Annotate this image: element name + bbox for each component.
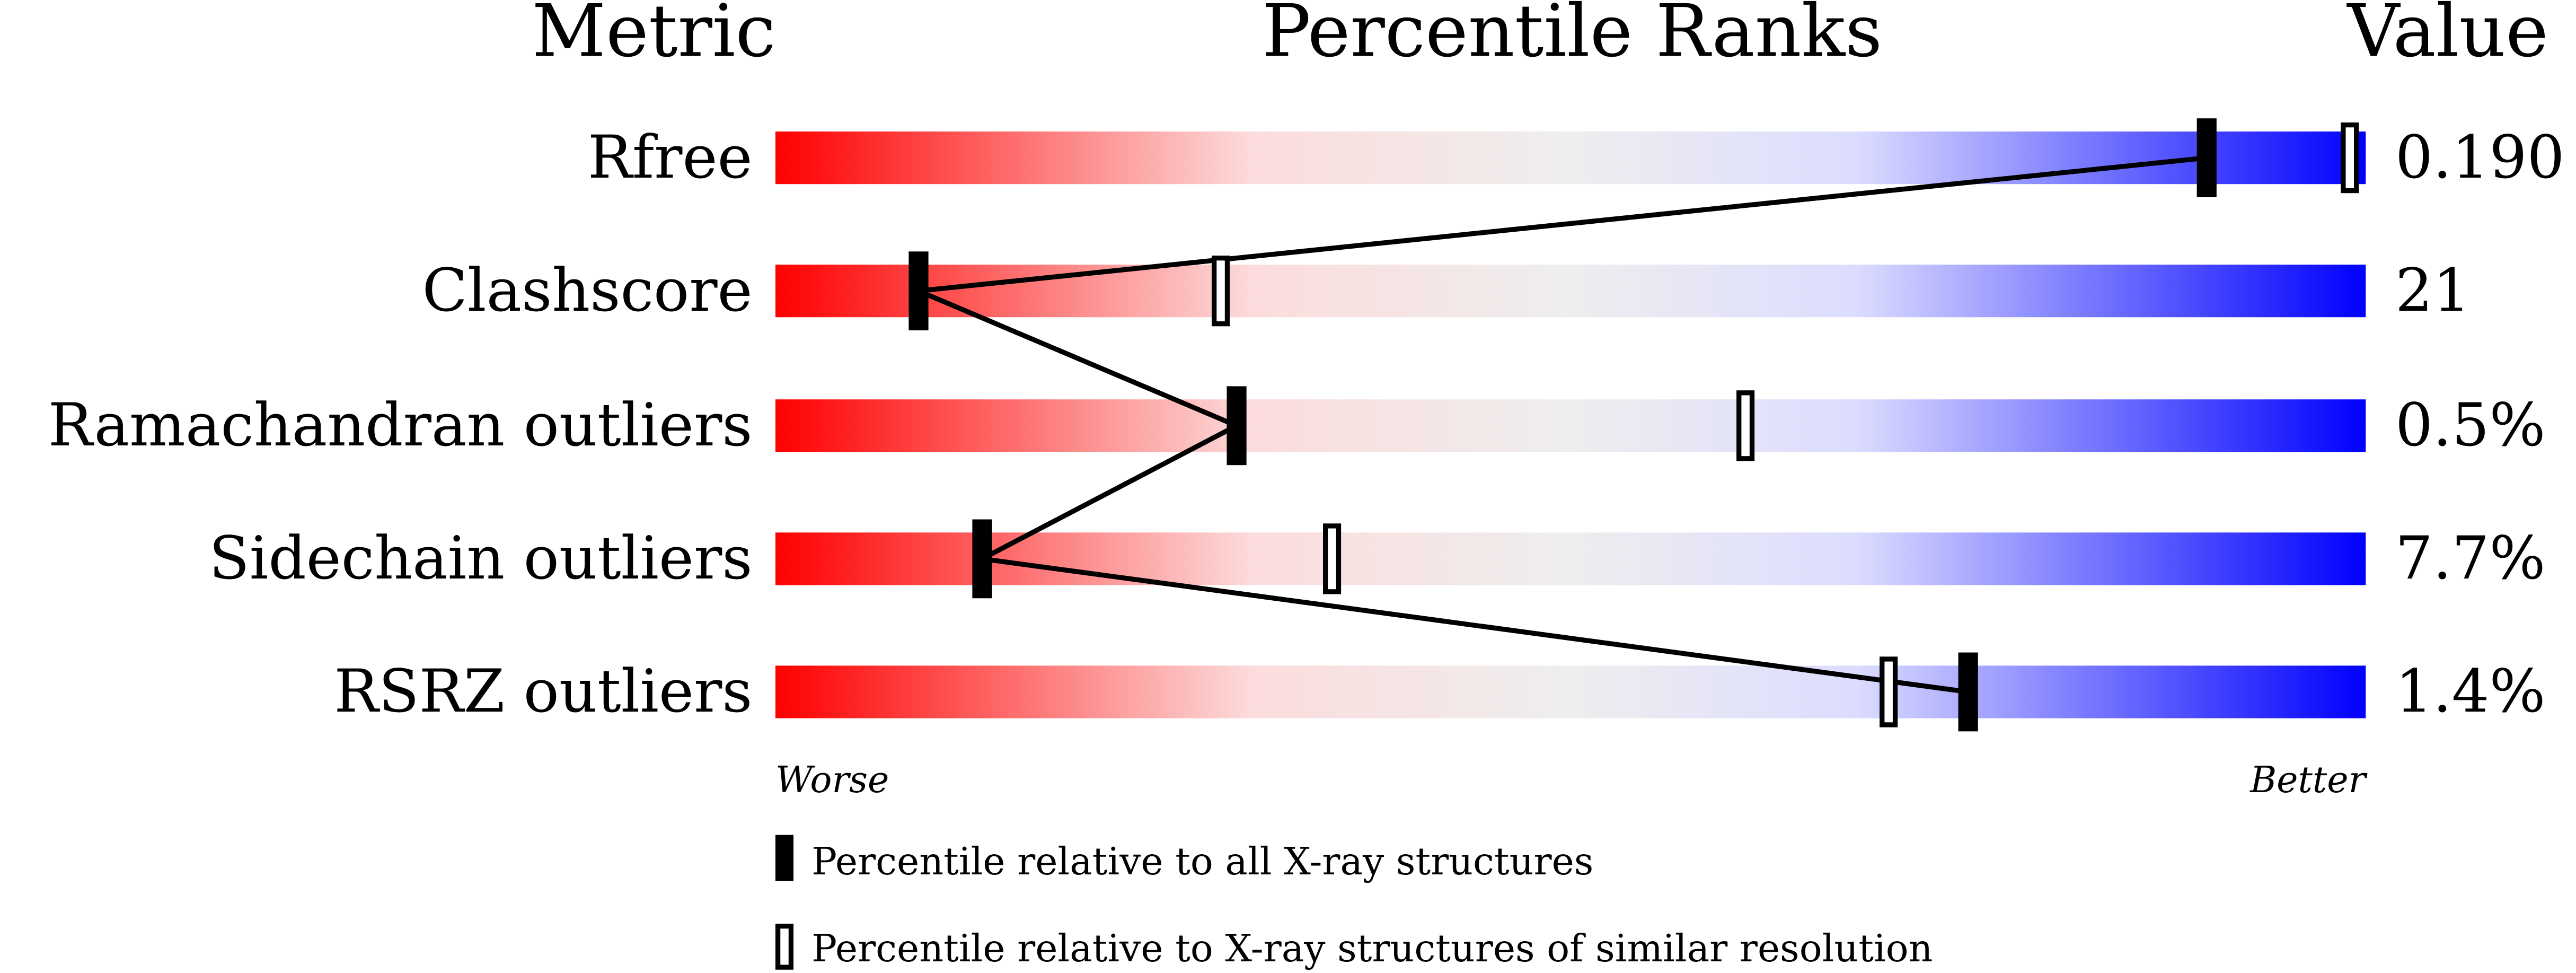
connector-line [982,556,1969,695]
legend-filled-label: Percentile relative to all X-ray structu… [811,839,1593,883]
metric-label: RSRZ outliers [334,657,752,726]
percentile-bar [775,132,2366,185]
metric-label: Sidechain outliers [209,524,752,593]
worse-label: Worse [775,759,889,801]
similar-resolution-marker [1211,256,1230,327]
metric-value: 0.5% [2395,391,2545,460]
metric-value: 1.4% [2395,657,2545,726]
similar-resolution-marker [1736,390,1755,461]
legend-open-label: Percentile relative to X-ray structures … [811,926,1933,970]
all-structures-marker [2196,118,2217,197]
metric-label: Rfree [588,123,753,192]
percentile-bar [775,399,2366,452]
percentile-bar [775,265,2366,318]
connector-line [918,288,1238,428]
metric-value: 21 [2395,256,2471,325]
all-structures-marker [908,251,929,331]
header-metric: Metric [532,0,775,73]
percentile-bar [775,665,2366,718]
metric-label: Clashscore [422,256,753,325]
all-structures-marker [1958,652,1978,732]
similar-resolution-marker [1323,523,1342,594]
legend-open-marker-icon [775,923,794,970]
similar-resolution-marker [1880,656,1898,727]
connector-line [918,155,2207,294]
better-label: Better [2249,759,2368,801]
similar-resolution-marker [2341,122,2359,194]
connector-line [981,423,1238,561]
metric-value: 7.7% [2395,524,2545,593]
legend-filled-marker-icon [775,835,794,881]
header-value: Value [2346,0,2548,73]
metric-value: 0.190 [2395,123,2564,192]
percentile-bar [775,532,2366,585]
metric-label: Ramachandran outliers [48,391,753,460]
header-percentile-ranks: Percentile Ranks [1262,0,1882,73]
all-structures-marker [1227,386,1247,466]
all-structures-marker [972,519,992,599]
